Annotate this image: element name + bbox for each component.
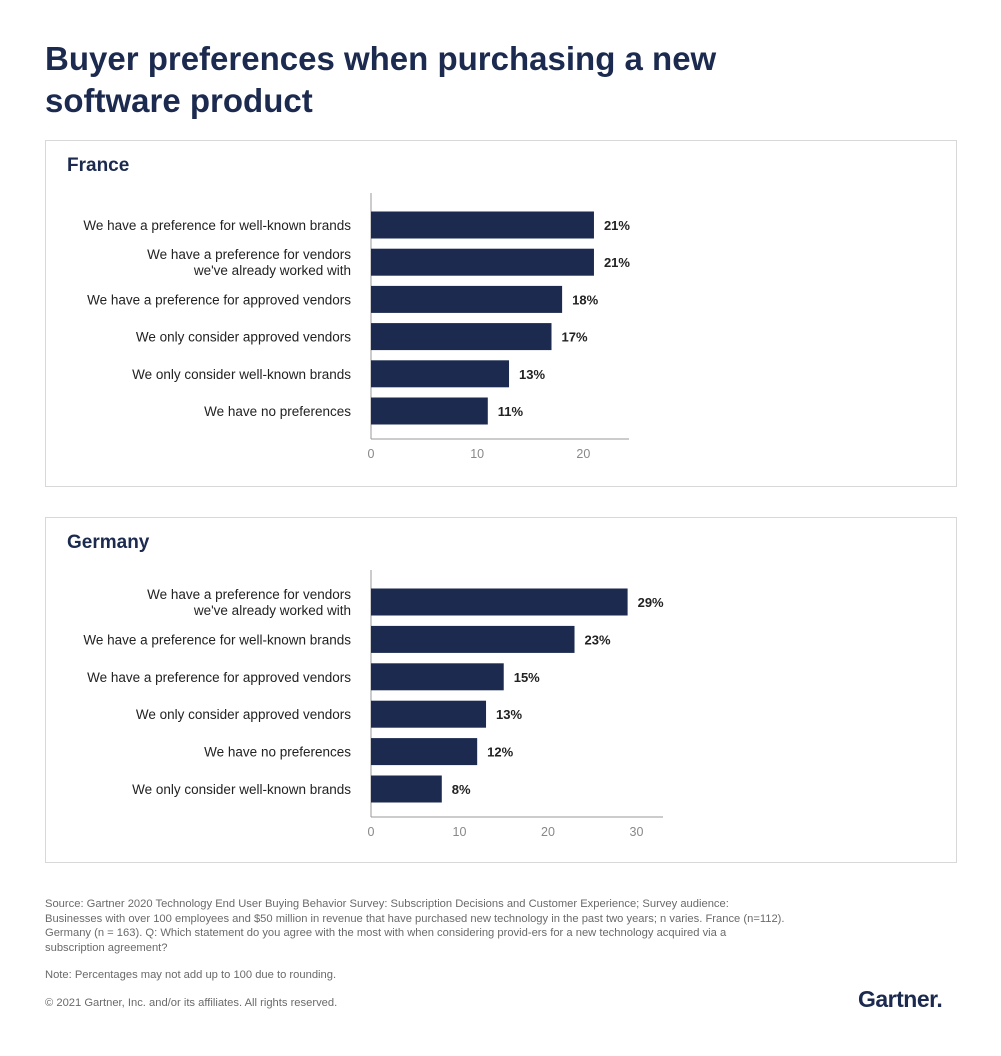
category-label: We have a preference for well-known bran… [83, 218, 351, 233]
france-chart-panel: France 0 10 20 We have a preference for wel… [45, 140, 957, 487]
germany-chart-panel: Germany 0 10 20 30 We have a preference for … [45, 517, 957, 863]
x-tick-label: 0 [368, 447, 375, 461]
category-label: We only consider well-known brands [132, 367, 351, 382]
bar [371, 775, 442, 803]
germany-bar-chart: 0 10 20 30 We have a preference for vendors w… [83, 570, 664, 839]
bar [371, 625, 575, 653]
page-title: Buyer preferences when purchasing a new … [45, 40, 717, 119]
data-label: 13% [519, 367, 545, 382]
footer: Source: Gartner 2020 Technology End User… [45, 897, 785, 1023]
source-note: Source: Gartner 2020 Technology End User… [45, 898, 785, 954]
bar [371, 738, 478, 766]
x-tick-label: 0 [368, 825, 375, 839]
category-label: We only consider well-known brands [132, 782, 351, 797]
bar [371, 663, 504, 691]
bar [371, 397, 488, 425]
x-tick-label: 30 [630, 825, 644, 839]
gartner-logo: Gartner. [858, 986, 943, 1012]
data-label: 18% [572, 292, 598, 307]
data-label: 13% [496, 707, 522, 722]
category-label: We have a preference for vendors we've al… [147, 587, 351, 618]
x-tick-label: 20 [576, 447, 590, 461]
data-label: 21% [604, 255, 630, 270]
rounding-note: Note: Percentages may not add up to 100 … [45, 969, 337, 981]
category-label: We have no preferences [204, 404, 351, 419]
data-label: 8% [452, 782, 471, 797]
category-label: We only consider approved vendors [136, 707, 351, 722]
category-label: We have no preferences [204, 745, 351, 760]
category-label: We only consider approved vendors [136, 330, 351, 345]
category-label: We have a preference for approved vendor… [87, 670, 351, 685]
bar [371, 588, 628, 616]
bar [371, 248, 594, 276]
bar [371, 211, 594, 239]
bar [371, 360, 510, 388]
copyright: © 2021 Gartner, Inc. and/or its affiliat… [45, 996, 338, 1009]
category-label: We have a preference for vendors we've al… [147, 247, 351, 278]
data-label: 17% [561, 330, 587, 345]
data-label: 23% [585, 632, 611, 647]
data-label: 15% [514, 670, 540, 685]
chart-title: Germany [67, 532, 150, 553]
x-tick-label: 20 [541, 825, 555, 839]
data-label: 12% [487, 745, 513, 760]
france-bar-chart: 0 10 20 We have a preference for well-known… [83, 193, 630, 461]
data-label: 21% [604, 218, 630, 233]
category-label: We have a preference for well-known bran… [83, 632, 351, 647]
x-tick-label: 10 [453, 825, 467, 839]
bar [371, 700, 487, 728]
bar [371, 285, 563, 313]
x-tick-label: 10 [470, 447, 484, 461]
category-label: We have a preference for approved vendor… [87, 292, 351, 307]
data-label: 29% [638, 595, 664, 610]
bar [371, 323, 552, 351]
data-label: 11% [498, 404, 524, 419]
chart-title: France [67, 155, 130, 176]
